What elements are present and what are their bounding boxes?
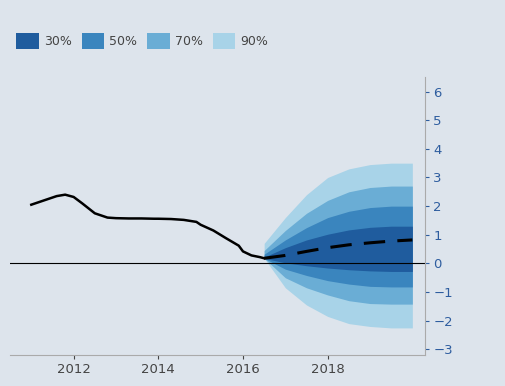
Legend: 30%, 50%, 70%, 90%: 30%, 50%, 70%, 90%	[16, 34, 268, 49]
